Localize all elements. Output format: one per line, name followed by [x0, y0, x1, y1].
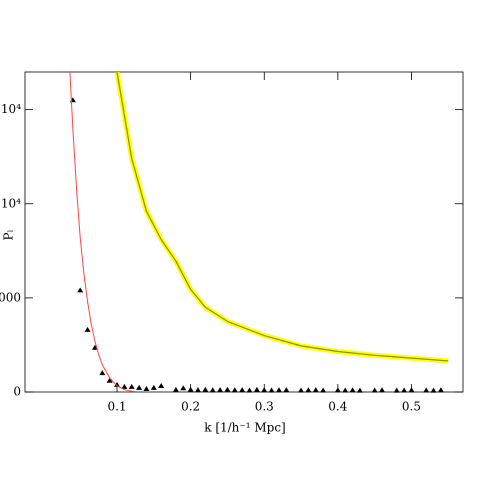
data-point [334, 387, 341, 393]
y-axis-label: Pₗ [2, 229, 16, 240]
data-point [128, 383, 135, 389]
data-point [136, 384, 143, 390]
data-point [379, 387, 386, 393]
data-point [401, 387, 408, 393]
data-point [423, 387, 430, 393]
data-point [305, 387, 312, 393]
data-point [312, 387, 319, 393]
data-point [150, 384, 157, 390]
data-point [437, 387, 444, 393]
data-point [121, 383, 128, 389]
y-tick-label: 1.5×10⁴ [0, 102, 21, 116]
data-point [180, 385, 187, 391]
data-point [194, 387, 201, 393]
data-point [202, 386, 209, 392]
data-point [91, 344, 98, 350]
data-point [298, 387, 305, 393]
x-tick-label: 0.2 [181, 400, 200, 414]
data-point [320, 387, 327, 393]
x-tick-label: 0.4 [328, 400, 347, 414]
plot-frame [24, 71, 464, 393]
data-point [224, 386, 231, 392]
data-point [106, 377, 113, 383]
x-tick-label: 0.1 [107, 400, 126, 414]
data-point [209, 387, 216, 393]
x-tick-label: 0.3 [255, 400, 274, 414]
data-band [114, 72, 449, 364]
data-point [275, 387, 282, 393]
data-point [231, 387, 238, 393]
data-point [84, 326, 91, 332]
data-point [393, 387, 400, 393]
data-point [172, 386, 179, 392]
y-tick-label: 0 [13, 385, 21, 399]
data-point [246, 387, 253, 393]
data-point [187, 386, 194, 392]
data-point [253, 386, 260, 392]
data-point [158, 382, 165, 388]
data-line [116, 72, 449, 362]
data-point [77, 287, 84, 293]
data-point [69, 97, 76, 103]
data-point [268, 387, 275, 393]
x-tick-label: 0.5 [402, 400, 421, 414]
x-axis-label: k [1/h⁻¹ Mpc] [204, 421, 286, 435]
data-line [69, 72, 140, 392]
data-point [371, 387, 378, 393]
data-point [217, 387, 224, 393]
data-point [143, 385, 150, 391]
y-tick-label: 10⁴ [1, 196, 21, 210]
data-point [239, 387, 246, 393]
data-point [99, 370, 106, 376]
data-point [349, 387, 356, 393]
data-point [261, 387, 268, 393]
data-point [283, 387, 290, 393]
data-point [356, 387, 363, 393]
data-point [342, 387, 349, 393]
data-point [114, 381, 121, 387]
data-point [430, 387, 437, 393]
data-point [408, 387, 415, 393]
